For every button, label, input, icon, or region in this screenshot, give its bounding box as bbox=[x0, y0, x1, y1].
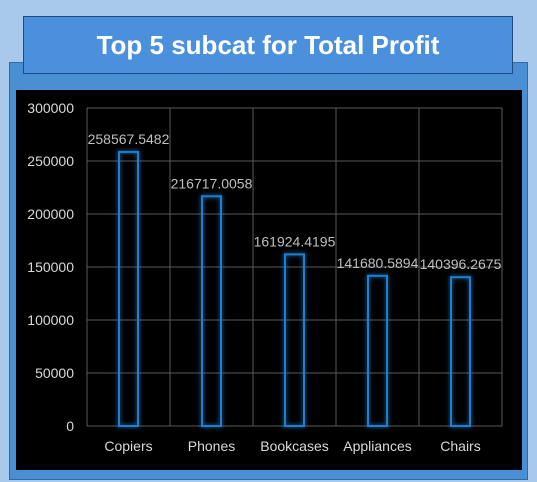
y-tick-label: 50000 bbox=[35, 365, 74, 381]
data-label: 258567.5482 bbox=[88, 131, 170, 147]
x-category-label: Chairs bbox=[440, 438, 480, 454]
y-tick-label: 250000 bbox=[27, 153, 74, 169]
data-label: 141680.5894 bbox=[337, 255, 419, 271]
y-tick-label: 200000 bbox=[27, 206, 74, 222]
bar-chairs bbox=[450, 276, 471, 427]
plot-background: 0 50000 100000 150000 200000 250000 300000 2585… bbox=[16, 90, 522, 470]
bar-copiers bbox=[118, 150, 139, 428]
chart-title: Top 5 subcat for Total Profit bbox=[96, 29, 440, 60]
y-tick-label: 0 bbox=[66, 418, 74, 434]
bar-appliances bbox=[367, 274, 388, 427]
title-box: Top 5 subcat for Total Profit bbox=[23, 16, 513, 74]
bar-chart: 0 50000 100000 150000 200000 250000 300000 2585… bbox=[27, 100, 503, 454]
y-tick-label: 150000 bbox=[27, 259, 74, 275]
x-category-label: Appliances bbox=[343, 438, 412, 454]
data-label: 140396.2675 bbox=[420, 256, 502, 272]
bar-bookcases bbox=[284, 253, 305, 427]
x-category-label: Bookcases bbox=[260, 438, 328, 454]
x-category-label: Phones bbox=[188, 438, 235, 454]
y-tick-label: 300000 bbox=[27, 100, 74, 116]
x-category-label: Copiers bbox=[104, 438, 152, 454]
y-tick-label: 100000 bbox=[27, 312, 74, 328]
bar-phones bbox=[201, 195, 222, 428]
data-label: 216717.0058 bbox=[171, 175, 253, 191]
data-label: 161924.4195 bbox=[254, 233, 336, 249]
